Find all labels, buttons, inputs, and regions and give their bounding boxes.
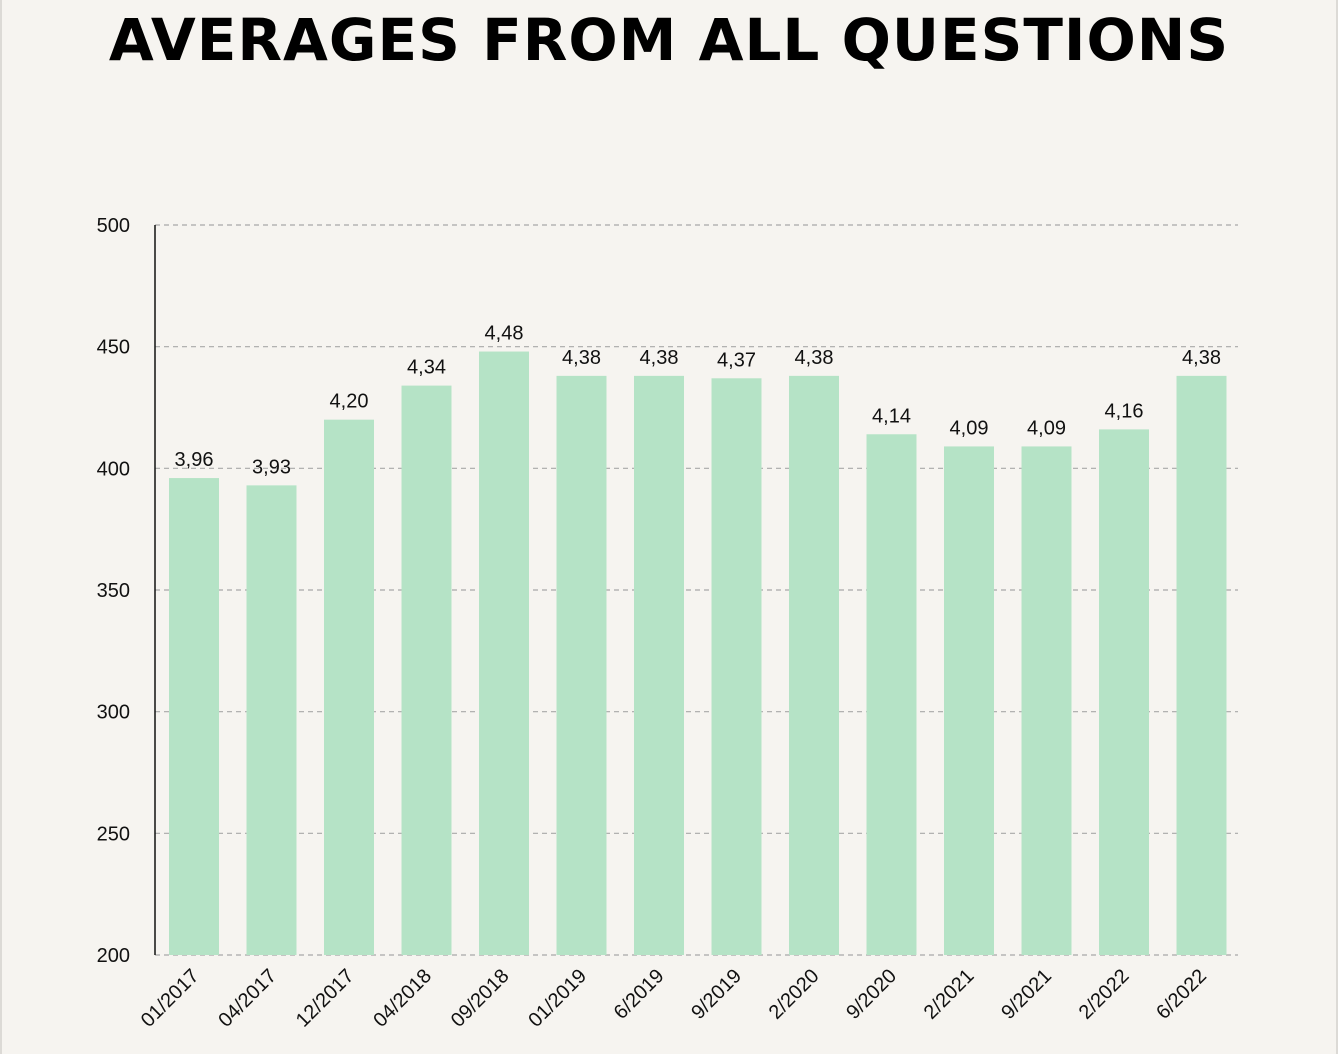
y-tick-label: 300 <box>97 702 130 724</box>
x-tick-label: 2/2022 <box>1075 965 1134 1024</box>
bar <box>324 419 374 956</box>
data-label: 3,93 <box>252 456 291 478</box>
x-tick-label: 9/2020 <box>842 965 901 1024</box>
data-label: 4,38 <box>795 347 834 369</box>
data-label: 4,14 <box>872 405 911 427</box>
bar <box>789 375 839 955</box>
data-label: 4,20 <box>330 391 369 413</box>
y-tick-label: 400 <box>97 458 130 480</box>
y-tick-label: 450 <box>97 337 130 359</box>
x-tick-label: 6/2019 <box>610 965 669 1024</box>
y-tick-label: 200 <box>97 945 130 967</box>
bar <box>1176 375 1227 955</box>
y-tick-label: 250 <box>97 823 130 845</box>
data-label: 4,09 <box>950 417 989 439</box>
data-label: 4,37 <box>717 349 756 371</box>
bars <box>169 351 1227 956</box>
x-tick-label: 01/2019 <box>524 965 591 1032</box>
x-tick-label: 04/2018 <box>369 965 436 1032</box>
frame-left-border <box>0 0 2 1054</box>
data-label: 4,09 <box>1027 417 1066 439</box>
x-tick-label: 01/2017 <box>137 965 204 1032</box>
data-label: 3,96 <box>175 449 214 471</box>
bar <box>169 478 219 955</box>
bar <box>1099 429 1149 955</box>
bar <box>944 446 994 955</box>
data-label: 4,16 <box>1105 400 1144 422</box>
bar <box>556 375 607 955</box>
x-tick-label: 09/2018 <box>447 965 514 1032</box>
bar <box>1021 446 1072 955</box>
x-tick-label: 2/2021 <box>920 965 979 1024</box>
x-tick-label: 9/2021 <box>997 965 1056 1024</box>
x-tick-label: 6/2022 <box>1152 965 1211 1024</box>
x-tick-label: 9/2019 <box>687 965 746 1024</box>
data-label: 4,38 <box>562 347 601 369</box>
y-tick-label: 500 <box>97 215 130 237</box>
chart-title: AVERAGES FROM ALL QUESTIONS <box>108 6 1230 74</box>
x-tick-label: 04/2017 <box>214 965 281 1032</box>
data-label: 4,38 <box>640 347 679 369</box>
bar <box>401 385 452 956</box>
data-label: 4,38 <box>1182 347 1221 369</box>
bar <box>711 378 762 955</box>
bar <box>246 485 297 955</box>
x-tick-label: 2/2020 <box>765 965 824 1024</box>
y-tick-label: 350 <box>97 580 130 602</box>
frame-right-border <box>1336 0 1338 1054</box>
data-label: 4,34 <box>407 357 446 379</box>
x-tick-label: 12/2017 <box>292 965 359 1032</box>
bar <box>866 434 917 955</box>
bar <box>634 375 684 955</box>
data-label: 4,48 <box>485 323 524 345</box>
gridlines <box>155 224 1238 956</box>
bar <box>479 351 529 955</box>
